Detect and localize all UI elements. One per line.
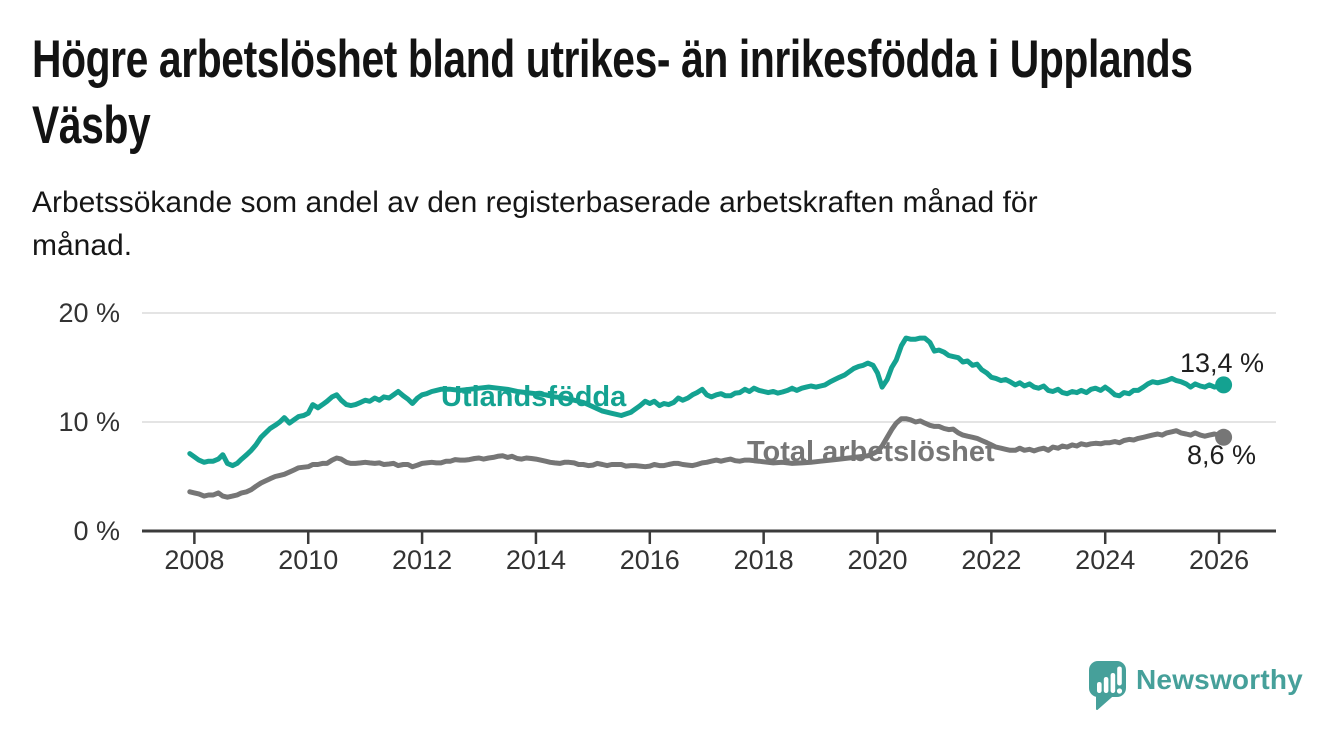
end-value-label-utlandsfodda: 13,4 % [1180,348,1264,378]
x-axis-tick-label: 2016 [620,545,680,575]
x-axis: 2008 2010 2012 2014 2016 2018 2020 2022 2024 2026 [164,531,1249,575]
x-axis-tick-label: 2012 [392,545,452,575]
x-axis-tick-label: 2008 [164,545,224,575]
x-axis-tick-label: 2026 [1189,545,1249,575]
newsworthy-logo: Newsworthy [1089,661,1303,710]
logo-bar-tall [1110,673,1116,693]
bar-chart-speech-bubble-icon [1089,661,1126,710]
x-axis-tick-label: 2020 [847,545,907,575]
logo-bar-small [1097,682,1102,693]
series-end-dot-1 [1215,428,1233,446]
brand-name: Newsworthy [1136,664,1303,695]
series-line-1 [187,416,1227,500]
series-end-dot-0 [1215,376,1233,394]
x-axis-tick-label: 2014 [506,545,566,575]
chart-subtitle-line-1: Arbetssökande som andel av den registerb… [32,186,1038,219]
y-axis-tick-label: 20 % [58,298,120,328]
x-axis-tick-label: 2022 [961,545,1021,575]
chart-subtitle: Arbetssökande som andel av den registerb… [32,181,1038,267]
y-axis: 0 % 10 % 20 % [58,298,120,546]
page-title-line-2: Väsby [32,96,151,155]
y-axis-tick-label: 10 % [58,407,120,437]
end-value-label-total: 8,6 % [1187,440,1256,470]
logo-exclamation-bar [1117,666,1122,686]
page-title: Högre arbetslöshet bland utrikes- än inr… [32,27,1340,159]
logo-bar-medium [1103,677,1109,693]
series-label-total-arbetsloshet: Total arbetslöshet [747,436,995,468]
gridlines [142,312,1276,423]
chart-subtitle-line-2: månad. [32,229,133,262]
series-lines [187,335,1233,500]
series-line-0 [187,335,1227,469]
logo-exclamation-dot [1116,688,1123,694]
page-title-line-1: Högre arbetslöshet bland utrikes- än inr… [32,30,1193,89]
x-axis-tick-label: 2024 [1075,545,1135,575]
y-axis-tick-label: 0 % [73,516,120,546]
x-axis-tick-label: 2018 [734,545,794,575]
x-axis-tick-label: 2010 [278,545,338,575]
series-label-utlandsfodda: Utlandsfödda [441,381,627,413]
